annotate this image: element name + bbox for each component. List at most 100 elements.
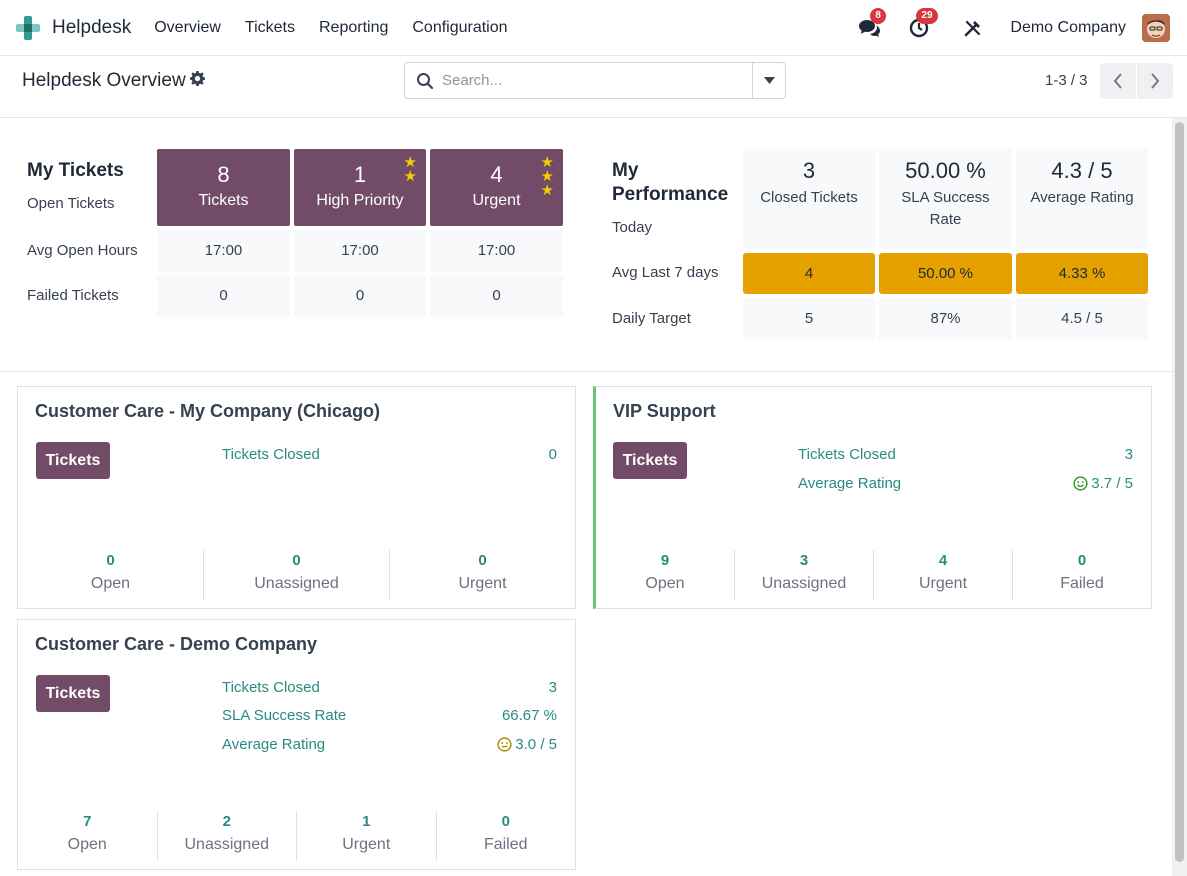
debug-tools-icon[interactable] xyxy=(960,15,986,41)
stat-tickets-closed[interactable]: Tickets Closed 3 xyxy=(798,446,1133,463)
perf-label: Closed Tickets xyxy=(760,189,858,206)
star-icon: ★ xyxy=(540,182,554,199)
perf-closed-tickets: 3 Closed Tickets xyxy=(743,149,875,249)
perf-average-rating: 4.3 / 5 Average Rating xyxy=(1016,149,1148,249)
my-performance-heading: My Performance xyxy=(612,160,729,205)
footer-unassigned[interactable]: 0 Unassigned xyxy=(203,550,389,600)
app-name[interactable]: Helpdesk xyxy=(52,16,132,38)
main-menu: Overview Tickets Reporting Configuration xyxy=(154,19,531,37)
team-card-demo-company: Customer Care - Demo Company Tickets Tic… xyxy=(17,619,576,870)
priority-stars: ★ ★ xyxy=(403,154,417,185)
perf-label: Average Rating xyxy=(1030,189,1134,206)
page-title-text: Helpdesk Overview xyxy=(22,70,186,91)
high-priority-tile[interactable]: ★ ★ 1 High Priority xyxy=(294,149,426,226)
systray: 8 29 Demo Company xyxy=(856,0,1187,56)
stat-tickets-closed[interactable]: Tickets Closed 0 xyxy=(222,446,557,463)
perf-label: SLA Success Rate xyxy=(901,189,990,228)
team-name[interactable]: Customer Care - My Company (Chicago) xyxy=(35,401,381,421)
helpdesk-app-icon xyxy=(16,15,40,40)
tile-value: 4 xyxy=(490,162,503,187)
failed-urgent[interactable]: 0 xyxy=(430,275,563,317)
row-label-avg-7-days: Avg Last 7 days xyxy=(612,264,719,281)
team-footer: 0 Open 0 Unassigned 0 Urgent xyxy=(18,550,575,600)
perf-sla-success-rate: 50.00 % SLA Success Rate xyxy=(879,149,1012,249)
footer-urgent[interactable]: 0 Urgent xyxy=(389,550,575,600)
avg7-sla-success-rate: 50.00 % xyxy=(879,253,1012,294)
urgent-tile[interactable]: ★ ★ ★ 4 Urgent xyxy=(430,149,563,226)
team-footer: 7 Open 2 Unassigned 1 Urgent 0 Failed xyxy=(18,811,575,861)
footer-unassigned[interactable]: 2 Unassigned xyxy=(156,811,297,861)
vertical-scrollbar[interactable] xyxy=(1172,118,1187,876)
tickets-button[interactable]: Tickets xyxy=(36,675,110,712)
pager-next-button[interactable] xyxy=(1137,63,1173,99)
avg-hours-tickets[interactable]: 17:00 xyxy=(157,230,290,272)
search-options-toggle[interactable] xyxy=(752,63,785,98)
menu-configuration[interactable]: Configuration xyxy=(412,18,508,36)
tile-label: Urgent xyxy=(472,192,521,209)
pager-previous-button[interactable] xyxy=(1100,63,1136,99)
target-sla-success-rate: 87% xyxy=(879,298,1012,340)
menu-reporting[interactable]: Reporting xyxy=(318,18,389,36)
user-avatar[interactable] xyxy=(1142,14,1170,42)
chevron-right-icon xyxy=(1151,73,1160,89)
menu-overview[interactable]: Overview xyxy=(154,18,221,36)
footer-open[interactable]: 9 Open xyxy=(645,552,685,592)
control-panel: Helpdesk Overview 1-3 / 3 xyxy=(0,56,1187,118)
footer-urgent[interactable]: 1 Urgent xyxy=(296,811,436,861)
scrollbar-thumb[interactable] xyxy=(1175,122,1184,862)
priority-stars: ★ ★ ★ xyxy=(540,155,554,199)
tile-label: High Priority xyxy=(316,192,404,209)
footer-open[interactable]: 7 Open xyxy=(67,813,107,853)
stat-average-rating[interactable]: Average Rating 3.0 / 5 xyxy=(222,736,557,753)
row-label-failed-tickets: Failed Tickets xyxy=(27,287,119,304)
pager-value[interactable]: 1-3 / 3 xyxy=(1045,72,1088,89)
team-name[interactable]: Customer Care - Demo Company xyxy=(35,634,318,654)
top-navbar: Helpdesk Overview Tickets Reporting Conf… xyxy=(0,0,1187,56)
avg-hours-urgent[interactable]: 17:00 xyxy=(430,230,563,272)
gear-icon[interactable] xyxy=(189,70,205,92)
smile-icon xyxy=(1073,476,1088,491)
stat-average-rating[interactable]: Average Rating 3.7 / 5 xyxy=(798,475,1133,492)
footer-open[interactable]: 0 Open xyxy=(90,552,131,592)
footer-failed[interactable]: 0 Failed xyxy=(435,811,576,861)
my-tickets-tile[interactable]: 8 Tickets xyxy=(157,149,290,226)
messages-badge: 8 xyxy=(870,8,886,24)
row-label-daily-target: Daily Target xyxy=(612,310,691,327)
stats-panel: My Tickets Open Tickets Avg Open Hours F… xyxy=(0,118,1172,372)
search-icon xyxy=(416,72,434,90)
activity-clock-icon[interactable]: 29 xyxy=(906,8,938,41)
page-title: Helpdesk Overview xyxy=(22,70,205,92)
search-input[interactable] xyxy=(442,72,742,89)
company-switcher[interactable]: Demo Company xyxy=(1010,19,1126,36)
footer-urgent[interactable]: 4 Urgent xyxy=(873,550,1012,600)
chevron-left-icon xyxy=(1113,73,1122,89)
my-tickets-heading: My Tickets xyxy=(27,160,124,181)
caret-down-icon xyxy=(763,77,775,84)
messages-icon[interactable]: 8 xyxy=(856,8,886,41)
target-closed-tickets: 5 xyxy=(743,298,875,340)
tickets-button[interactable]: Tickets xyxy=(613,442,687,479)
stat-sla-success-rate[interactable]: SLA Success Rate 66.67 % xyxy=(222,707,557,724)
avg7-average-rating: 4.33 % xyxy=(1016,253,1148,294)
target-average-rating: 4.5 / 5 xyxy=(1016,298,1148,340)
tile-value: 1 xyxy=(353,162,367,187)
dashboard-content: My Tickets Open Tickets Avg Open Hours F… xyxy=(0,118,1172,876)
menu-tickets[interactable]: Tickets xyxy=(244,18,295,36)
app-brand[interactable]: Helpdesk xyxy=(16,15,132,40)
team-card-chicago: Customer Care - My Company (Chicago) Tic… xyxy=(17,386,576,609)
star-icon: ★ xyxy=(403,168,417,185)
team-name[interactable]: VIP Support xyxy=(613,401,716,421)
avg7-closed-tickets: 4 xyxy=(743,253,875,294)
stat-tickets-closed[interactable]: Tickets Closed 3 xyxy=(222,679,557,696)
footer-unassigned[interactable]: 3 Unassigned xyxy=(734,550,873,600)
row-label-today: Today xyxy=(612,219,653,236)
footer-failed[interactable]: 0 Failed xyxy=(1012,550,1151,600)
tickets-button[interactable]: Tickets xyxy=(36,442,110,479)
search-bar xyxy=(404,62,786,99)
failed-high-priority[interactable]: 0 xyxy=(294,275,426,317)
failed-tickets[interactable]: 0 xyxy=(157,275,290,317)
star-icon: ★ xyxy=(540,168,554,185)
perf-value: 50.00 % xyxy=(905,158,986,183)
avg-hours-high-priority[interactable]: 17:00 xyxy=(294,230,426,272)
star-icon: ★ xyxy=(403,154,417,171)
